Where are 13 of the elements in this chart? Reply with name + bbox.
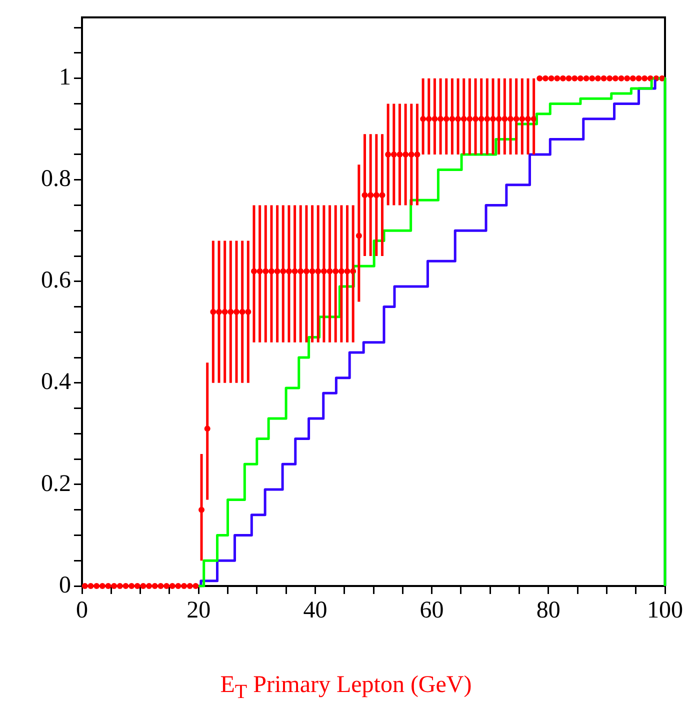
y-tick-label: 0.8 — [41, 166, 71, 192]
x-tick-label: 60 — [420, 598, 444, 624]
y-tick-label: 0 — [59, 572, 71, 598]
x-axis-title: E$_{T}$ Primary Lepton (GeV) — [219, 672, 473, 704]
y-tick-label: 0.4 — [41, 369, 71, 396]
y-tick-label: 0.6 — [41, 268, 71, 294]
x-tick-label: 20 — [186, 598, 211, 624]
x-tick-label: 100 — [647, 598, 683, 624]
x-tick-label: 80 — [536, 598, 560, 624]
x-tick-label: 40 — [303, 598, 328, 624]
y-tick-label: 1 — [59, 64, 71, 91]
x-tick-label: 0 — [76, 598, 88, 624]
y-tick-label: 0.2 — [41, 470, 71, 497]
